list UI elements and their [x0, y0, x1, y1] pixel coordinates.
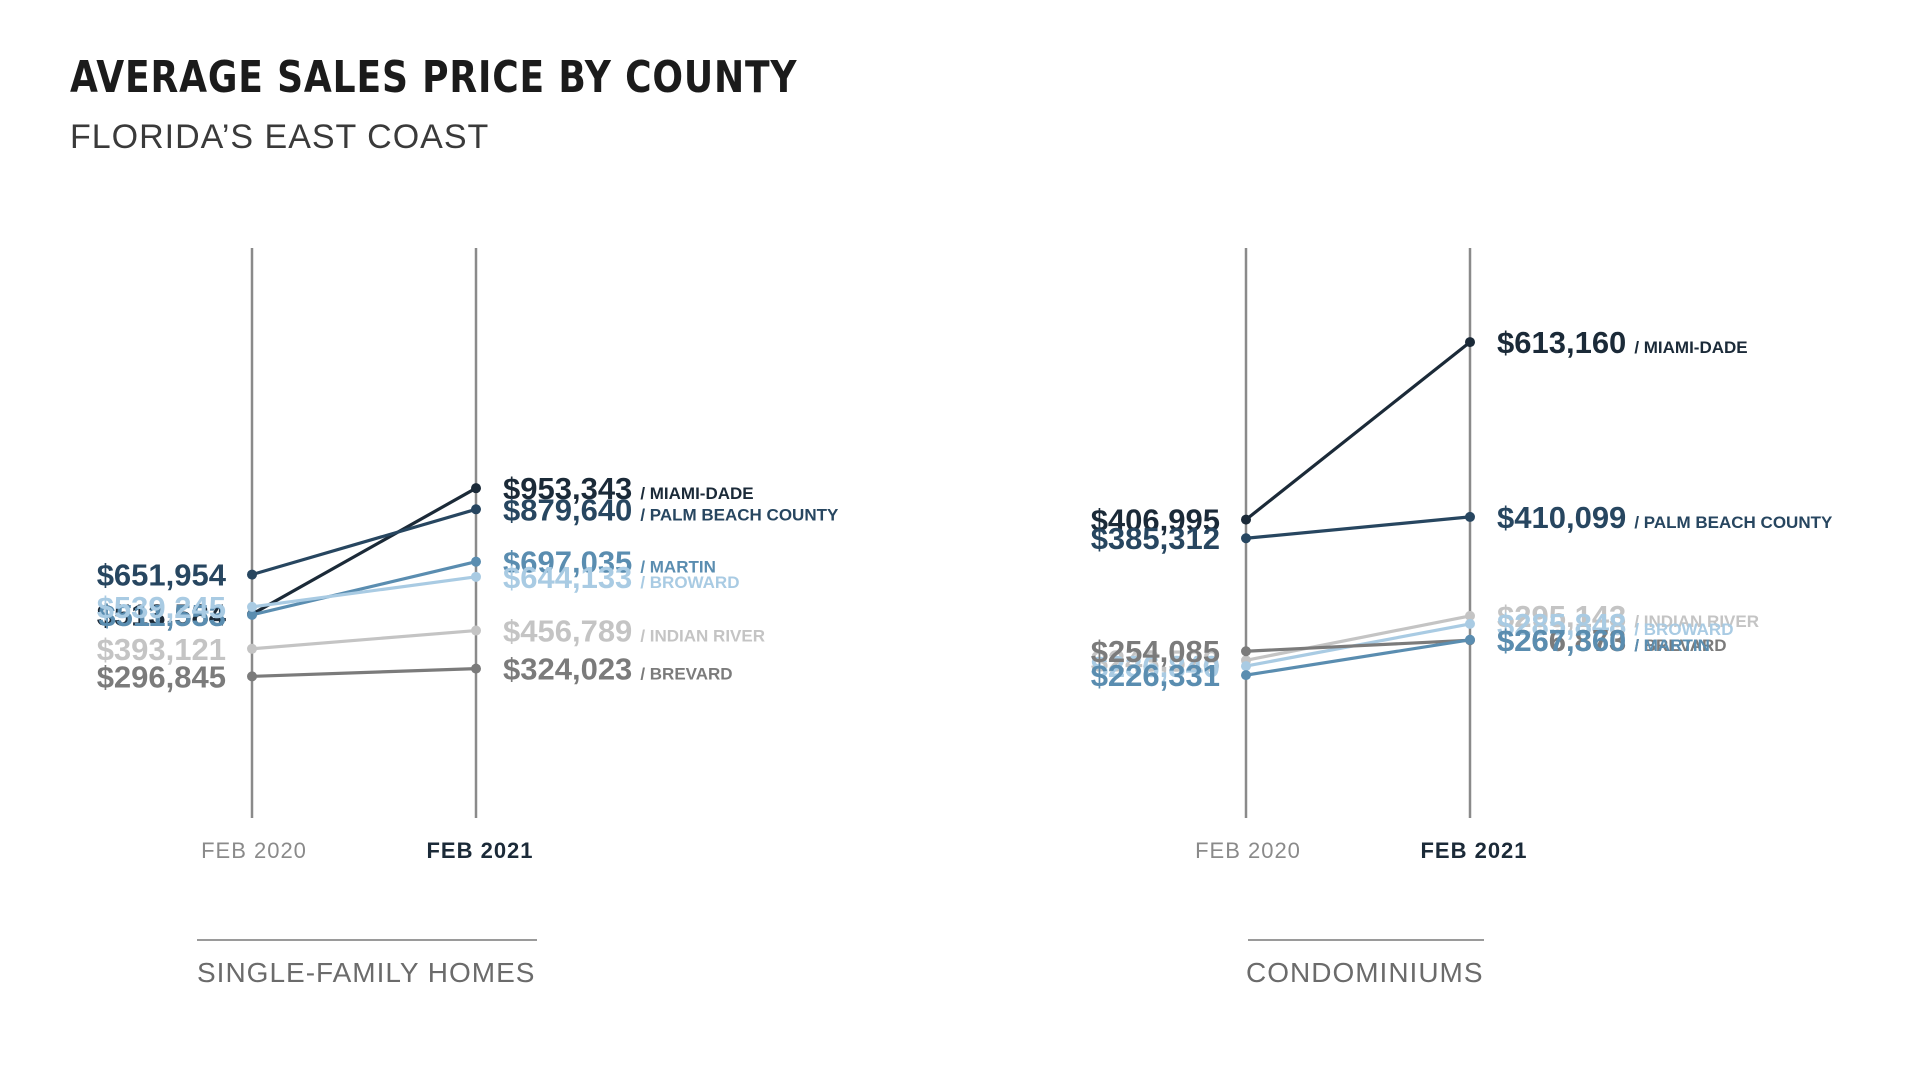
- point-2021-broward: [471, 571, 481, 582]
- series-line-palm-beach-county: [1245, 515, 1471, 540]
- value-label-2020-broward: $236,840: [1091, 649, 1220, 684]
- point-2020-martin: [247, 609, 257, 620]
- value-label-2020-martin: $511,553: [98, 598, 226, 633]
- value-label-2020-indian-river: $393,121: [97, 632, 226, 667]
- value-label-2020-palm-beach-county: $651,954: [97, 558, 227, 593]
- point-2020-palm-beach-county: [1241, 533, 1251, 544]
- chart-subtitle: FLORIDA’S EAST COAST: [70, 118, 490, 156]
- panel-label: CONDOMINIUMS: [1246, 957, 1484, 988]
- value-label-2021-miami-dade: $613,160/ MIAMI-DADE: [1497, 325, 1748, 360]
- point-2020-palm-beach-county: [247, 569, 257, 580]
- point-2020-miami-dade: [1241, 514, 1251, 525]
- series-line-brevard: [1245, 638, 1471, 653]
- value-label-2020-brevard: $254,085: [1091, 634, 1220, 669]
- point-2021-broward: [1465, 618, 1475, 629]
- chart-title: AVERAGE SALES PRICE BY COUNTY: [70, 52, 798, 103]
- point-2021-miami-dade: [471, 483, 481, 494]
- series-line-brevard: [251, 667, 477, 678]
- value-label-2020-palm-beach-county: $385,312: [1091, 521, 1220, 556]
- series-line-miami-dade: [1245, 340, 1471, 521]
- series-line-indian-river: [251, 628, 477, 651]
- value-label-2021-palm-beach-county: $410,099/ PALM BEACH COUNTY: [1497, 500, 1833, 535]
- point-2020-brevard: [247, 671, 257, 682]
- point-2021-martin: [1465, 634, 1475, 645]
- value-label-2020-brevard: $296,845: [97, 659, 226, 694]
- x-tick-feb-2021: FEB 2021: [426, 838, 533, 863]
- x-tick-feb-2021: FEB 2021: [1420, 838, 1527, 863]
- point-2021-indian-river: [471, 625, 481, 636]
- series-line-martin: [1245, 638, 1471, 677]
- value-label-2021-broward: $285,848/ BROWARD: [1497, 607, 1733, 642]
- series-line-broward: [251, 575, 477, 609]
- series-line-indian-river: [1245, 614, 1471, 662]
- point-2020-martin: [1241, 670, 1251, 681]
- point-2020-broward: [1241, 661, 1251, 672]
- point-2021-martin: [471, 556, 481, 567]
- point-2020-indian-river: [247, 643, 257, 654]
- value-label-2021-indian-river: $456,789/ INDIAN RIVER: [503, 614, 765, 649]
- value-label-2021-miami-dade: $953,343/ MIAMI-DADE: [503, 471, 754, 506]
- value-label-2020-broward: $539,245: [97, 590, 226, 625]
- point-2021-palm-beach-county: [1465, 511, 1475, 522]
- value-label-2020-martin: $226,331: [1091, 658, 1220, 693]
- value-label-2021-brevard: $266,873/ BREVARD: [1497, 623, 1727, 658]
- x-tick-feb-2020: FEB 2020: [201, 838, 307, 863]
- point-2021-palm-beach-county: [471, 504, 481, 515]
- panel-label: SINGLE-FAMILY HOMES: [197, 957, 535, 988]
- value-label-2021-martin: $267,360/ MARTIN: [1497, 623, 1710, 658]
- point-2021-brevard: [471, 663, 481, 674]
- x-tick-feb-2020: FEB 2020: [1195, 838, 1301, 863]
- value-label-2021-martin: $697,035/ MARTIN: [503, 545, 716, 580]
- value-label-2021-broward: $644,133/ BROWARD: [503, 560, 739, 595]
- point-2020-broward: [247, 601, 257, 612]
- value-label-2021-indian-river: $295,143/ INDIAN RIVER: [1497, 599, 1759, 634]
- value-label-2021-palm-beach-county: $879,640/ PALM BEACH COUNTY: [503, 492, 839, 527]
- series-line-miami-dade: [251, 486, 477, 616]
- point-2021-indian-river: [1465, 610, 1475, 621]
- point-2021-miami-dade: [1465, 337, 1475, 348]
- value-label-2021-brevard: $324,023/ BREVARD: [503, 652, 733, 687]
- point-2020-brevard: [1241, 646, 1251, 657]
- series-line-palm-beach-county: [251, 507, 477, 577]
- value-label-2020-miami-dade: $406,995: [1091, 503, 1220, 538]
- value-label-2020-indian-river: $243,528: [1091, 643, 1220, 678]
- series-line-martin: [251, 560, 477, 617]
- value-label-2020-miami-dade: $513,584: [97, 597, 227, 632]
